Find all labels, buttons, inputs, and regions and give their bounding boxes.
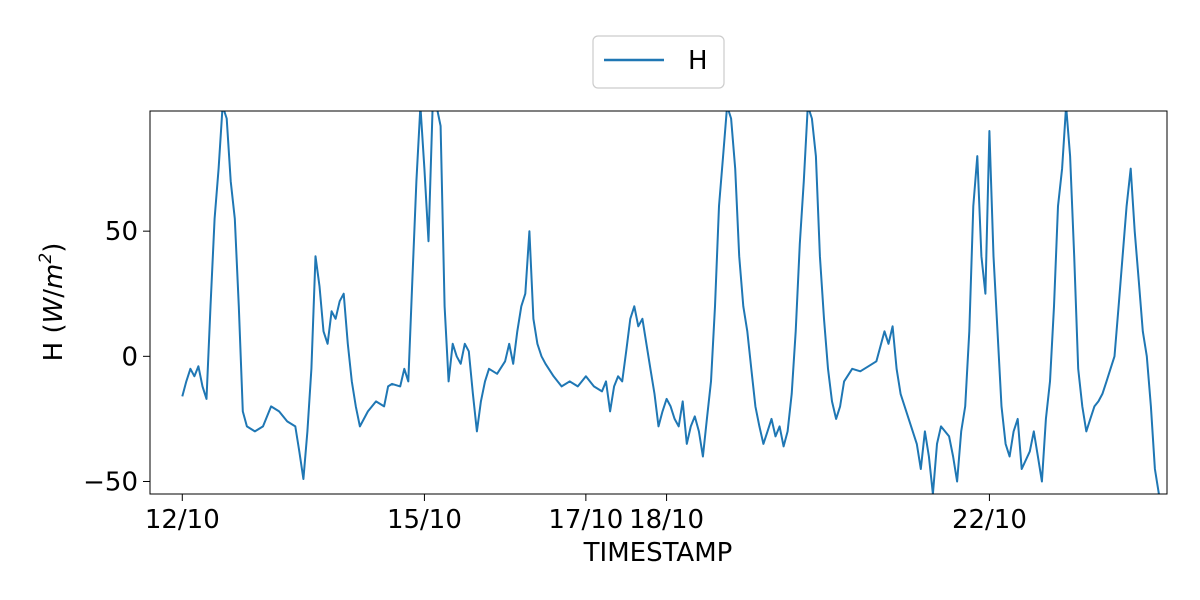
series-line-h — [181, 111, 1160, 494]
y-tick-label: −50 — [83, 467, 138, 497]
legend: H — [592, 35, 725, 89]
y-axis-label: H (W/m2) — [36, 243, 69, 362]
y-axis: 50 0 −50 — [83, 217, 150, 497]
x-tick-label: 22/10 — [952, 505, 1027, 535]
x-tick-label: 12/10 — [145, 505, 220, 535]
y-tick-label: 0 — [121, 342, 138, 372]
x-tick-label: 17/10 — [548, 505, 623, 535]
legend-box — [592, 35, 725, 89]
plot-frame — [149, 110, 1168, 495]
x-tick-label: 15/10 — [387, 505, 462, 535]
legend-label-h: H — [688, 46, 708, 76]
y-tick-label: 50 — [105, 217, 138, 247]
x-axis-label: TIMESTAMP — [583, 538, 733, 568]
x-tick-label: 18/10 — [629, 505, 704, 535]
x-axis: 12/10 15/10 17/10 18/10 22/10 — [145, 494, 1027, 535]
